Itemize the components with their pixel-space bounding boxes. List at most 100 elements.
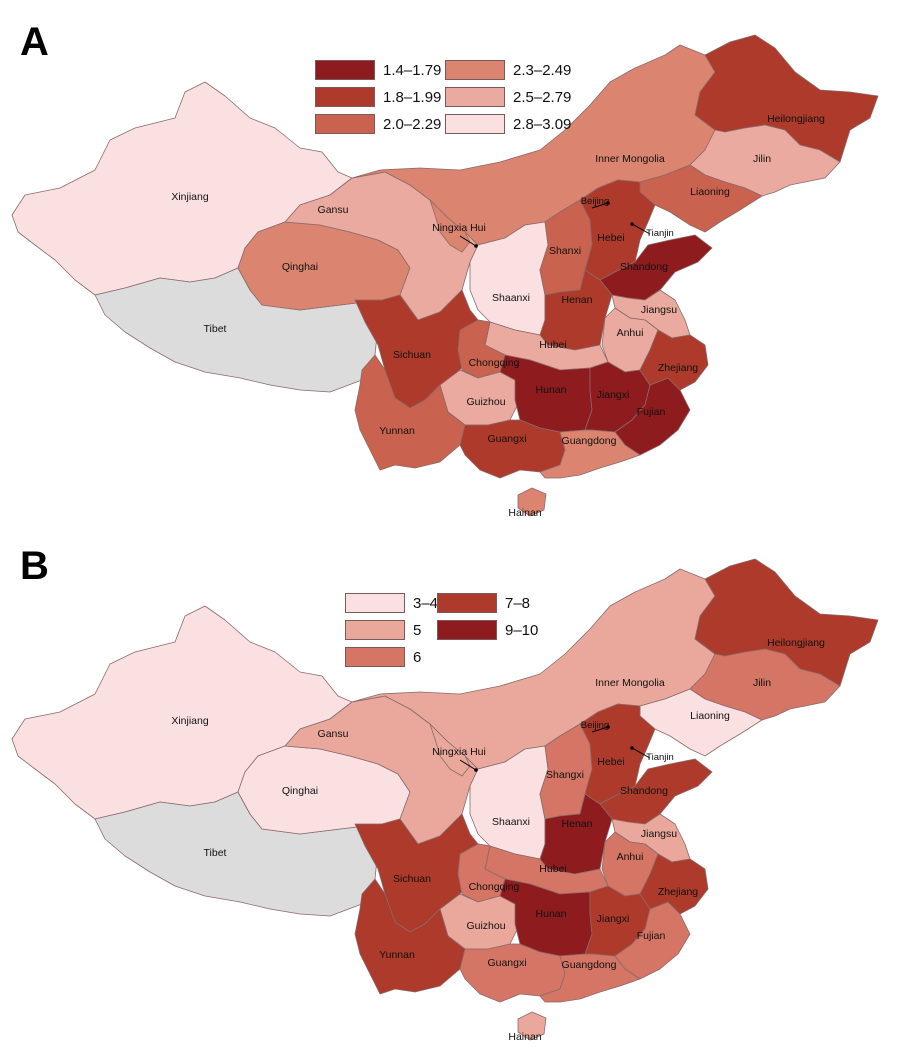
legend-label: 5: [413, 621, 422, 639]
legend-swatch: [345, 593, 405, 613]
label-inner-mongolia: Inner Mongolia: [595, 677, 665, 689]
label-anhui: Anhui: [617, 327, 644, 339]
legend-label: 2.0–2.29: [383, 115, 442, 133]
label-jiangsu: Jiangsu: [641, 828, 677, 840]
label-gansu: Gansu: [318, 728, 349, 740]
legend-label: 1.4–1.79: [383, 61, 442, 79]
label-liaoning: Liaoning: [690, 186, 730, 198]
label-jiangxi: Jiangxi: [597, 913, 630, 925]
label-jilin: Jilin: [753, 153, 771, 165]
label-shanxi: Shangxi: [546, 769, 584, 781]
legend-item: 1.8–1.99: [315, 87, 441, 107]
label-hebei: Hebei: [597, 756, 624, 768]
label-beijing: Beijing: [581, 196, 610, 207]
label-henan: Henan: [562, 818, 593, 830]
label-jilin: Jilin: [753, 677, 771, 689]
legend-label: 2.5–2.79: [513, 88, 572, 106]
label-hainan: Hainan: [508, 507, 541, 519]
leader-line: [631, 747, 651, 759]
label-guangxi: Guangxi: [487, 433, 526, 445]
label-zhejiang: Zhejiang: [658, 362, 698, 374]
legend-swatch: [315, 60, 375, 80]
legend-label: 3–4: [413, 594, 439, 612]
label-sichuan: Sichuan: [393, 873, 431, 885]
legend-item: 1.4–1.79: [315, 60, 441, 80]
china-map: Xinjiang Tibet Qinghai Gansu Inner Mongolia H…: [11, 558, 879, 1043]
leader-line: [591, 202, 609, 209]
map-panel-a: A Xinjiang Tibet Qinghai Gansu Inner Mongoli…: [0, 0, 900, 523]
label-xinjiang: Xinjiang: [171, 191, 209, 203]
label-fujian: Fujian: [637, 930, 666, 942]
region-hainan: [517, 487, 547, 517]
label-beijing: Beijing: [581, 720, 610, 731]
label-sichuan: Sichuan: [393, 349, 431, 361]
label-hebei: Hebei: [597, 232, 624, 244]
label-jiangxi: Jiangxi: [597, 389, 630, 401]
label-yunnan: Yunnan: [379, 425, 415, 437]
label-tianjin: Tianjin: [646, 752, 674, 763]
region-zhejiang: [639, 853, 709, 915]
legend-label: 7–8: [505, 594, 531, 612]
legend-item: 6: [345, 647, 421, 667]
legend-swatch: [437, 620, 497, 640]
label-fujian: Fujian: [637, 406, 666, 418]
region-zhejiang: [639, 329, 709, 391]
legend-label: 6: [413, 648, 422, 666]
region-yunnan: [354, 878, 466, 995]
legend-swatch: [315, 114, 375, 134]
label-hubei: Hubei: [539, 863, 566, 875]
label-tianjin: Tianjin: [646, 228, 674, 239]
legend-label: 2.8–3.09: [513, 115, 572, 133]
legend-label: 2.3–2.49: [513, 61, 572, 79]
region-guangdong: [539, 953, 641, 1003]
leader-line: [459, 235, 477, 247]
label-guangdong: Guangdong: [562, 435, 617, 447]
label-henan: Henan: [562, 294, 593, 306]
label-shandong: Shandong: [620, 261, 668, 273]
legend-item: 2.5–2.79: [445, 87, 571, 107]
leader-dot: [630, 222, 634, 226]
region-hebei: [579, 179, 656, 281]
label-anhui: Anhui: [617, 851, 644, 863]
label-hunan: Hunan: [536, 908, 567, 920]
label-heilongjiang: Heilongjiang: [767, 637, 825, 649]
legend-item: 2.3–2.49: [445, 60, 571, 80]
region-hainan: [517, 1011, 547, 1041]
legend-item: 5: [345, 620, 421, 640]
china-map: Xinjiang Tibet Qinghai Gansu Inner Mongolia H…: [11, 34, 879, 519]
leader-dot: [630, 746, 634, 750]
region-guangdong: [539, 429, 641, 479]
label-guangxi: Guangxi: [487, 957, 526, 969]
label-shandong: Shandong: [620, 785, 668, 797]
legend-item: 2.8–3.09: [445, 114, 571, 134]
legend-swatch: [445, 60, 505, 80]
label-guizhou: Guizhou: [466, 396, 505, 408]
leader-dot: [606, 201, 610, 205]
region-ningxia-hui: [429, 199, 471, 253]
label-hunan: Hunan: [536, 384, 567, 396]
label-ningxia-hui: Ningxia Hui: [432, 746, 486, 758]
legend-item: 3–4: [345, 593, 438, 613]
label-shaanxi: Shaanxi: [492, 292, 530, 304]
label-inner-mongolia: Inner Mongolia: [595, 153, 665, 165]
label-guangdong: Guangdong: [562, 959, 617, 971]
label-chongqing: Chongqing: [469, 357, 520, 369]
label-zhejiang: Zhejiang: [658, 886, 698, 898]
legend-swatch: [445, 114, 505, 134]
label-guizhou: Guizhou: [466, 920, 505, 932]
label-gansu: Gansu: [318, 204, 349, 216]
label-qinghai: Qinghai: [282, 785, 318, 797]
legend-swatch: [437, 593, 497, 613]
legend-swatch: [345, 647, 405, 667]
label-shanxi: Shanxi: [549, 245, 581, 257]
leader-dot: [474, 244, 478, 248]
label-hainan: Hainan: [508, 1031, 541, 1043]
label-heilongjiang: Heilongjiang: [767, 113, 825, 125]
label-hubei: Hubei: [539, 339, 566, 351]
legend-label: 9–10: [505, 621, 539, 639]
legend-item: 7–8: [437, 593, 530, 613]
label-jiangsu: Jiangsu: [641, 304, 677, 316]
leader-line: [631, 223, 651, 235]
label-liaoning: Liaoning: [690, 710, 730, 722]
legend-swatch: [445, 87, 505, 107]
